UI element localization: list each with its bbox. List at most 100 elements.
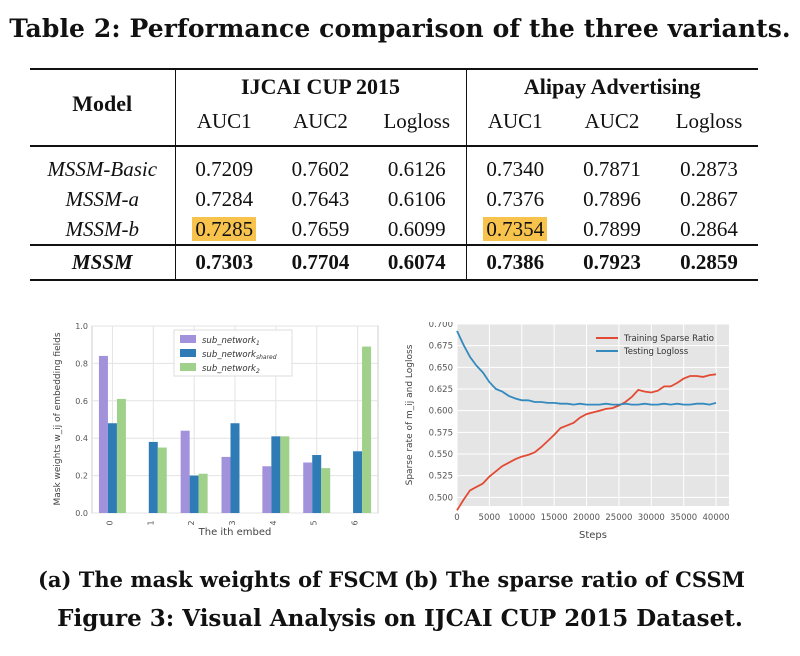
- cell: 0.7303: [195, 250, 254, 274]
- cell: 0.6126: [368, 154, 467, 184]
- subheader: AUC2: [584, 108, 640, 133]
- cell: 0.7602: [291, 156, 350, 181]
- table-row: MSSM 0.7303 0.7704 0.6074 0.7386 0.7923 …: [30, 245, 758, 280]
- legend-subscript: 2: [256, 368, 260, 375]
- subheader: Logloss: [368, 104, 467, 138]
- group-header-ijcai: IJCAI CUP 2015: [175, 69, 467, 104]
- x-tick-label: 40000: [703, 513, 730, 523]
- cell: 0.7659: [291, 216, 350, 241]
- y-tick-label: 0.525: [429, 472, 453, 482]
- bar: [221, 456, 231, 513]
- y-tick-label: 1.0: [75, 322, 88, 331]
- model-name: MSSM: [30, 245, 176, 280]
- bar: [262, 466, 272, 513]
- x-axis-label: Steps: [579, 530, 607, 541]
- cell: 0.7923: [583, 250, 641, 274]
- cell: 0.7376: [486, 186, 545, 211]
- table-row: MSSM-Basic 0.7209 0.7602 0.6126 0.7340 0…: [30, 154, 758, 184]
- figure-caption: Figure 3: Visual Analysis on IJCAI CUP 2…: [57, 605, 743, 632]
- x-tick-label: 25000: [605, 513, 632, 523]
- legend-label: sub_network2: [202, 364, 260, 375]
- series-line: [456, 330, 717, 406]
- x-tick-label: 15000: [541, 513, 568, 523]
- y-tick-label: 0.8: [75, 359, 88, 368]
- y-tick-label: 0.500: [429, 493, 453, 503]
- x-tick-label: 35000: [670, 513, 697, 523]
- bar: [230, 423, 240, 513]
- model-name: MSSM-b: [30, 214, 176, 245]
- model-header: Model: [30, 69, 176, 138]
- x-tick-label: 2: [187, 520, 196, 525]
- x-tick-label: 3: [228, 520, 237, 525]
- cell: 0.7284: [195, 186, 254, 211]
- x-tick-label: 1: [146, 520, 155, 525]
- cell: 0.6099: [368, 214, 467, 245]
- cell: 0.2864: [680, 216, 738, 241]
- model-name: MSSM-a: [30, 184, 176, 214]
- y-tick-label: 0.6: [75, 397, 88, 406]
- cell: 0.2867: [680, 186, 738, 211]
- cell: 0.7386: [486, 250, 545, 274]
- x-axis-label: The ith embed: [198, 527, 272, 538]
- bar: [116, 398, 126, 513]
- bar: [303, 462, 313, 513]
- cell: 0.7209: [195, 156, 254, 181]
- y-axis-label: Sparse rate of m_ij and Logloss: [405, 344, 415, 485]
- table-row: MSSM-b 0.7285 0.7659 0.6099 0.7354 0.789…: [30, 214, 758, 245]
- subcaption-a: (a) The mask weights of FSCM: [38, 567, 399, 592]
- highlighted-cell: 0.7285: [192, 216, 257, 241]
- y-tick-label: 0.650: [429, 363, 453, 373]
- series-line: [456, 373, 717, 511]
- bar: [98, 355, 108, 513]
- cell: 0.6106: [368, 184, 467, 214]
- subheader: AUC1: [196, 108, 252, 133]
- table-caption: Table 2: Performance comparison of the t…: [9, 14, 791, 43]
- x-tick-label: 6: [351, 520, 360, 525]
- subheader: Logloss: [675, 108, 743, 133]
- legend-swatch: [180, 335, 196, 343]
- table-row: MSSM-a 0.7284 0.7643 0.6106 0.7376 0.789…: [30, 184, 758, 214]
- y-tick-label: 0.2: [75, 472, 88, 481]
- legend-label: sub_networkshared: [202, 350, 277, 361]
- bar: [362, 346, 372, 513]
- bar: [107, 423, 117, 513]
- cell: 0.7871: [583, 156, 641, 181]
- cell: 0.7899: [583, 216, 641, 241]
- cell: 0.7340: [486, 156, 545, 181]
- bar: [180, 430, 190, 513]
- bar-chart: 0.0 0.2 0.4 0.6 0.8 1.0 0 1 2 3 4 5 6 sub_network1s…: [53, 322, 379, 538]
- cell: 0.6074: [368, 245, 467, 280]
- y-tick-label: 0.675: [429, 342, 453, 352]
- bar: [353, 451, 363, 513]
- legend-label: sub_network1: [202, 336, 260, 347]
- y-tick-label: 0.550: [429, 450, 453, 460]
- x-tick-label: 10000: [508, 513, 535, 523]
- y-tick-label: 0.575: [429, 428, 453, 438]
- bar: [271, 436, 281, 513]
- legend-label: Testing Logloss: [623, 347, 689, 357]
- x-tick-label: 5000: [479, 513, 501, 523]
- x-tick-label: 4: [269, 520, 278, 525]
- subcaption-b: (b) The sparse ratio of CSSM: [404, 567, 745, 592]
- line-chart: 0.500 0.525 0.550 0.575 0.600 0.625 0.650 0.675…: [405, 322, 730, 541]
- cell: 0.2873: [680, 156, 738, 181]
- model-name: MSSM-Basic: [30, 154, 176, 184]
- legend-swatch: [180, 363, 196, 371]
- y-tick-label: 0.0: [75, 509, 88, 518]
- x-tick-label: 0: [105, 520, 114, 525]
- cell: 0.2859: [680, 250, 738, 274]
- group-header-alipay: Alipay Advertising: [523, 74, 701, 99]
- x-tick-label: 30000: [638, 513, 665, 523]
- y-axis-label: Mask weights w_ij of embedding fields: [53, 332, 63, 505]
- bar: [280, 436, 290, 513]
- cell: 0.7643: [291, 186, 350, 211]
- legend-label: Training Sparse Ratio: [623, 334, 714, 344]
- y-tick-label: 0.700: [429, 322, 453, 330]
- bar: [198, 473, 208, 513]
- bar: [312, 455, 322, 513]
- bar: [157, 447, 167, 513]
- y-tick-label: 0.600: [429, 407, 453, 417]
- legend-swatch: [180, 349, 196, 357]
- y-tick-label: 0.4: [75, 434, 88, 443]
- cell: 0.7896: [583, 186, 641, 211]
